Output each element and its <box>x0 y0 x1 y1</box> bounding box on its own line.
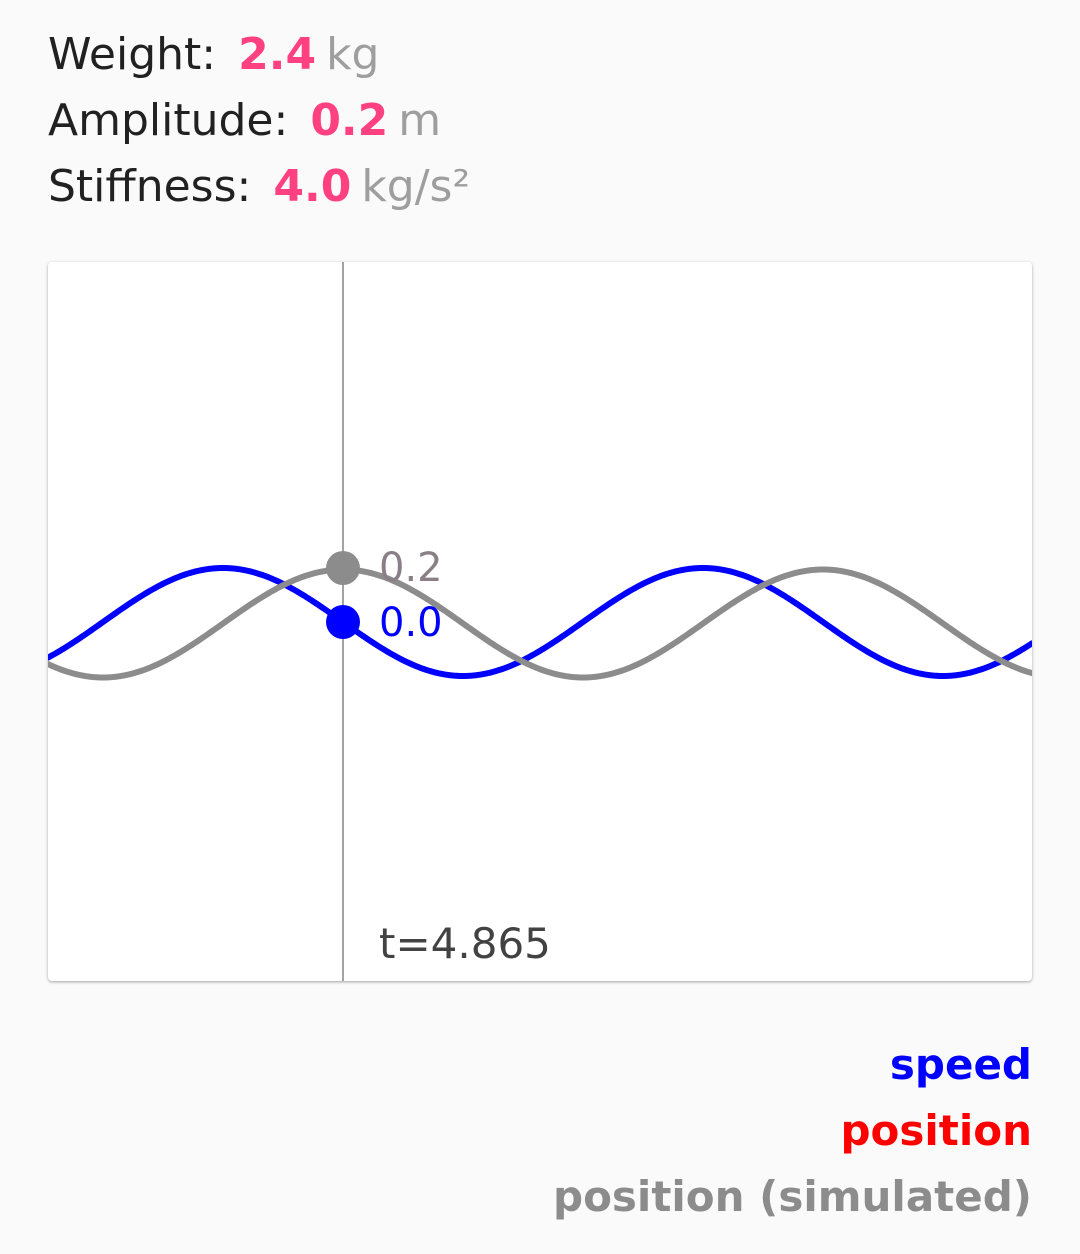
legend-position: position <box>840 1106 1032 1155</box>
weight-label: Weight: <box>48 29 217 80</box>
position-simulated-value-label: 0.2 <box>379 545 443 591</box>
weight-unit: kg <box>326 29 380 80</box>
amplitude-row: Amplitude: 0.2 m <box>48 88 470 154</box>
weight-value[interactable]: 2.4 <box>238 29 317 80</box>
speed-value-label: 0.0 <box>379 600 443 646</box>
position-simulated-marker <box>326 551 360 585</box>
amplitude-label: Amplitude: <box>48 95 289 146</box>
speed-series-line <box>48 565 1032 679</box>
chart-card[interactable]: 0.2 0.0 t=4.865 <box>48 262 1032 981</box>
parameters-panel: Weight: 2.4 kg Amplitude: 0.2 m Stiffness: 4.… <box>48 22 470 220</box>
oscillation-chart[interactable]: 0.2 0.0 t=4.865 <box>48 262 1032 981</box>
stiffness-unit: kg/s² <box>361 161 471 212</box>
position-simulated-series-line <box>48 566 1032 681</box>
stiffness-row: Stiffness: 4.0 kg/s² <box>48 154 470 220</box>
chart-legend: speed position position (simulated) <box>553 1032 1032 1230</box>
stiffness-value[interactable]: 4.0 <box>273 161 352 212</box>
weight-row: Weight: 2.4 kg <box>48 22 470 88</box>
legend-speed: speed <box>889 1040 1032 1089</box>
stiffness-label: Stiffness: <box>48 161 252 212</box>
time-label: t=4.865 <box>379 919 551 968</box>
amplitude-unit: m <box>398 95 442 146</box>
speed-marker <box>326 605 360 639</box>
legend-position-simulated: position (simulated) <box>553 1172 1032 1221</box>
amplitude-value[interactable]: 0.2 <box>310 95 389 146</box>
